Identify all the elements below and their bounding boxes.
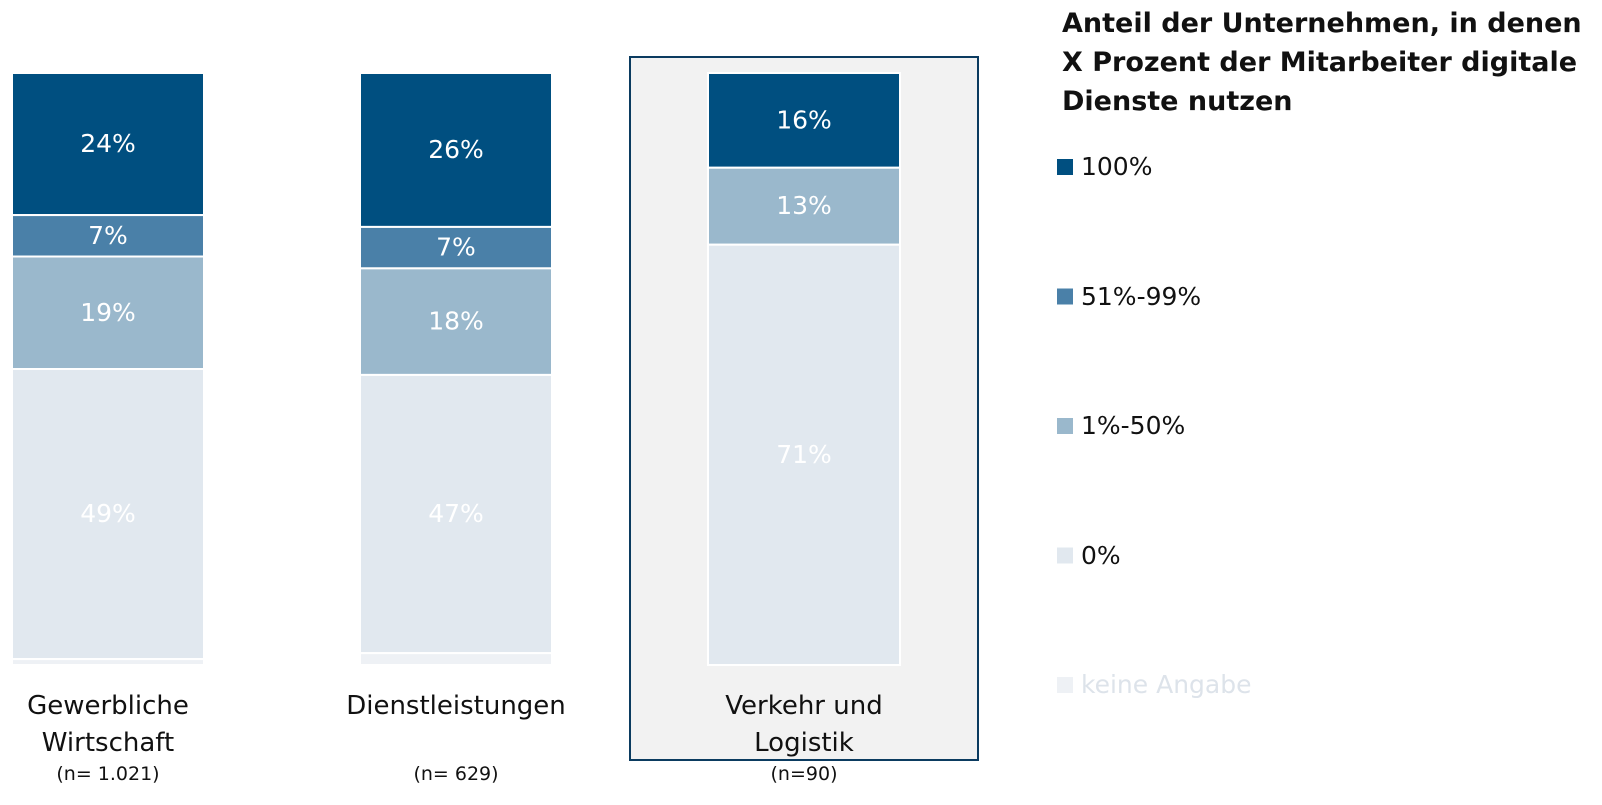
data-label: 47% [428,499,484,528]
data-label: 71% [776,440,832,469]
data-label: 18% [428,307,484,336]
bar-segment [707,166,901,246]
legend-title: Anteil der Unternehmen, in denen X Proze… [1062,8,1582,117]
bar-segment [707,72,901,169]
category-label: Gewerbliche Wirtschaft [27,691,189,758]
bar-segment [359,267,553,376]
data-label: 49% [80,499,136,528]
legend-label: 100% [1081,152,1153,181]
legend-swatch [1057,677,1073,693]
legend-swatch [1057,418,1073,434]
sample-size: (n=90) [770,763,838,785]
legend-swatch [1057,288,1073,305]
legend-label: keine Angabe [1081,670,1252,699]
bar-segment [11,72,205,217]
bar-segment [707,243,901,666]
bar-segment [11,255,205,370]
bar-segment [11,214,205,258]
category-label: Dienstleistungen [346,691,566,721]
sample-size: (n= 1.021) [56,763,160,785]
category-label: Verkehr und Logistik [725,691,883,758]
data-label: 16% [776,105,832,134]
bar-segment [11,658,205,667]
bar-segment [359,373,553,655]
data-label: 7% [436,233,476,262]
data-label: 7% [88,221,128,250]
legend-swatch [1057,159,1073,175]
legend-label: 1%-50% [1081,411,1186,440]
data-label: 19% [80,298,136,327]
sample-size: (n= 629) [413,763,499,785]
legend-label: 51%-99% [1081,281,1202,311]
data-label: 13% [776,191,832,220]
legend-label: 0% [1081,540,1121,570]
legend-swatch [1057,547,1073,564]
data-label: 26% [428,135,484,164]
data-label: 24% [80,129,136,158]
bar-segment [359,72,553,228]
bar-segment [359,652,553,666]
